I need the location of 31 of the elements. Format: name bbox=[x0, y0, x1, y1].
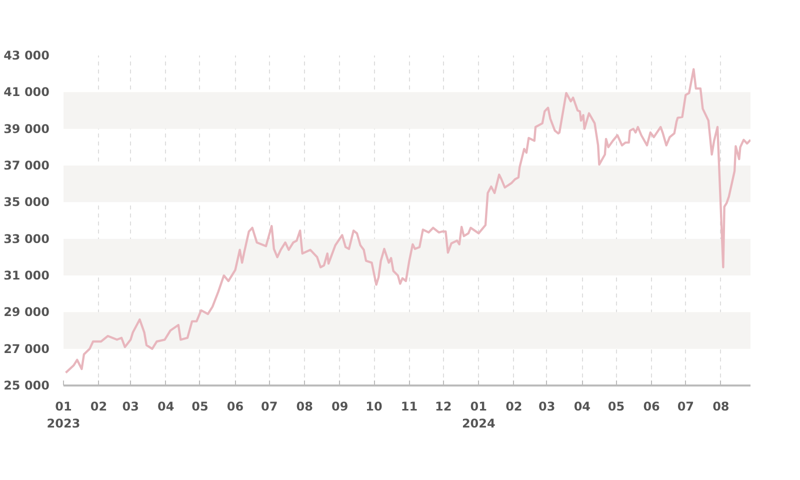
x-tick-label: 01 2023 bbox=[46, 400, 80, 430]
y-tick-label: 25 000 bbox=[4, 378, 50, 392]
x-tick-label: 05 bbox=[608, 400, 625, 414]
x-tick-label: 04 bbox=[158, 400, 174, 414]
x-tick-label: 12 bbox=[435, 400, 452, 414]
x-tick-label: 08 bbox=[296, 400, 313, 414]
x-tick-label: 11 bbox=[400, 400, 418, 414]
y-tick-label: 27 000 bbox=[4, 342, 50, 356]
y-tick-label: 41 000 bbox=[4, 85, 50, 100]
x-tick-label: 06 bbox=[643, 400, 660, 414]
x-tick-label: 03 bbox=[538, 400, 556, 414]
x-tick-label: 03 bbox=[122, 400, 139, 414]
x-tick-label: 02 bbox=[506, 400, 522, 414]
x-tick-label: 09 bbox=[332, 400, 348, 414]
y-tick-label: 33 000 bbox=[4, 232, 50, 246]
y-tick-label: 39 000 bbox=[4, 122, 50, 136]
y-tick-label: 37 000 bbox=[4, 158, 50, 172]
x-tick-label: 10 bbox=[366, 400, 382, 414]
x-tick-label: 07 bbox=[261, 400, 278, 414]
y-tick-label: 29 000 bbox=[4, 305, 50, 320]
y-tick-label: 31 000 bbox=[4, 268, 50, 282]
y-tick-label: 35 000 bbox=[4, 195, 50, 210]
x-tick-label: 04 bbox=[574, 400, 591, 414]
x-tick-label: 08 bbox=[712, 400, 730, 414]
x-tick-label: 05 bbox=[192, 400, 208, 414]
x-tick-label: 01 2024 bbox=[462, 400, 496, 430]
y-tick-label: 43 000 bbox=[4, 48, 50, 62]
x-tick-label: 07 bbox=[677, 400, 694, 414]
x-tick-label: 06 bbox=[226, 400, 244, 414]
line-series bbox=[64, 68, 750, 374]
x-tick-label: 02 bbox=[90, 400, 108, 414]
